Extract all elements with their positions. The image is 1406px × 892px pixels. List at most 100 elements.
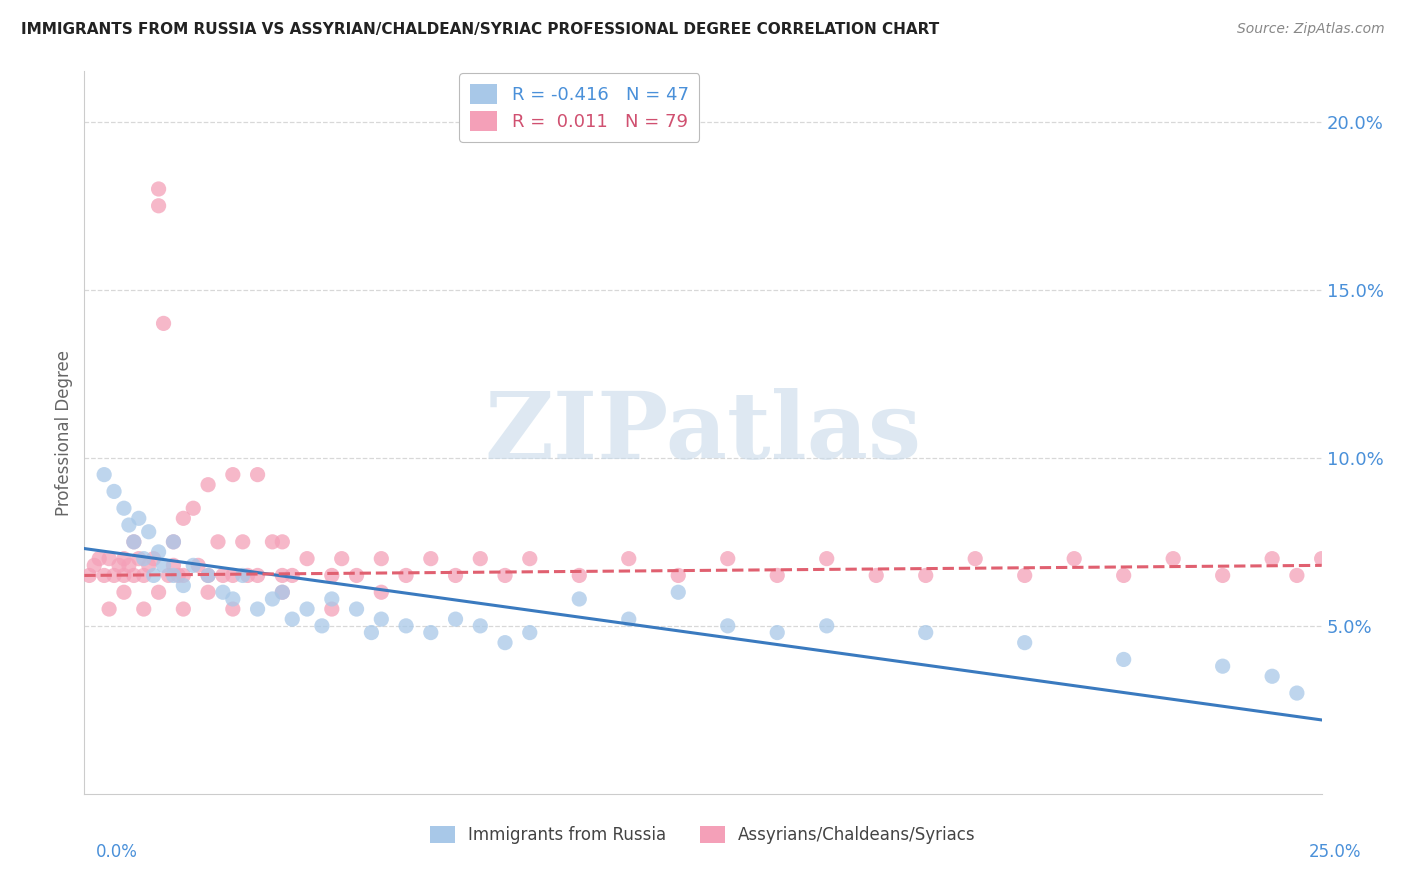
Point bbox=[172, 578, 194, 592]
Point bbox=[112, 501, 135, 516]
Point bbox=[197, 568, 219, 582]
Point bbox=[262, 591, 284, 606]
Point bbox=[494, 635, 516, 649]
Point bbox=[122, 534, 145, 549]
Point bbox=[142, 551, 165, 566]
Point bbox=[1112, 652, 1135, 666]
Point bbox=[395, 568, 418, 582]
Point bbox=[666, 585, 689, 599]
Point bbox=[321, 591, 343, 606]
Point bbox=[1285, 686, 1308, 700]
Point bbox=[118, 558, 141, 573]
Point bbox=[717, 551, 740, 566]
Point bbox=[83, 558, 105, 573]
Point bbox=[128, 511, 150, 525]
Point bbox=[815, 619, 838, 633]
Point bbox=[142, 568, 165, 582]
Point bbox=[346, 602, 368, 616]
Point bbox=[271, 585, 294, 599]
Point bbox=[262, 534, 284, 549]
Point bbox=[112, 568, 135, 582]
Point bbox=[222, 602, 245, 616]
Point bbox=[330, 551, 353, 566]
Point bbox=[370, 612, 392, 626]
Point bbox=[444, 612, 467, 626]
Point bbox=[222, 591, 245, 606]
Point bbox=[232, 568, 254, 582]
Point bbox=[152, 317, 174, 331]
Point bbox=[148, 545, 170, 559]
Point bbox=[197, 585, 219, 599]
Point bbox=[815, 551, 838, 566]
Point bbox=[1014, 568, 1036, 582]
Point bbox=[914, 625, 936, 640]
Point bbox=[1261, 551, 1284, 566]
Point bbox=[128, 551, 150, 566]
Text: IMMIGRANTS FROM RUSSIA VS ASSYRIAN/CHALDEAN/SYRIAC PROFESSIONAL DEGREE CORRELATI: IMMIGRANTS FROM RUSSIA VS ASSYRIAN/CHALD… bbox=[21, 22, 939, 37]
Point bbox=[132, 568, 155, 582]
Point bbox=[246, 568, 269, 582]
Point bbox=[617, 612, 640, 626]
Point bbox=[162, 568, 184, 582]
Point bbox=[132, 602, 155, 616]
Point bbox=[617, 551, 640, 566]
Point bbox=[181, 501, 204, 516]
Point bbox=[914, 568, 936, 582]
Point bbox=[1285, 568, 1308, 582]
Point bbox=[138, 558, 160, 573]
Point bbox=[1212, 568, 1234, 582]
Point bbox=[271, 534, 294, 549]
Text: 0.0%: 0.0% bbox=[96, 843, 138, 861]
Legend: Immigrants from Russia, Assyrians/Chaldeans/Syriacs: Immigrants from Russia, Assyrians/Chalde… bbox=[423, 819, 983, 851]
Point bbox=[1261, 669, 1284, 683]
Point bbox=[321, 602, 343, 616]
Point bbox=[370, 551, 392, 566]
Point bbox=[167, 568, 190, 582]
Point bbox=[370, 585, 392, 599]
Point bbox=[232, 534, 254, 549]
Point bbox=[103, 484, 125, 499]
Point bbox=[118, 518, 141, 533]
Point bbox=[187, 558, 209, 573]
Point bbox=[346, 568, 368, 582]
Point bbox=[246, 467, 269, 482]
Point bbox=[1112, 568, 1135, 582]
Point bbox=[98, 602, 121, 616]
Text: 25.0%: 25.0% bbox=[1309, 843, 1361, 861]
Point bbox=[494, 568, 516, 582]
Point bbox=[766, 625, 789, 640]
Point bbox=[132, 551, 155, 566]
Point bbox=[271, 568, 294, 582]
Point bbox=[222, 467, 245, 482]
Point bbox=[162, 534, 184, 549]
Point bbox=[271, 585, 294, 599]
Point bbox=[1212, 659, 1234, 673]
Point bbox=[148, 585, 170, 599]
Point bbox=[311, 619, 333, 633]
Point bbox=[138, 524, 160, 539]
Text: Source: ZipAtlas.com: Source: ZipAtlas.com bbox=[1237, 22, 1385, 37]
Point bbox=[281, 612, 304, 626]
Point bbox=[865, 568, 887, 582]
Point bbox=[162, 534, 184, 549]
Point bbox=[470, 551, 492, 566]
Point bbox=[766, 568, 789, 582]
Point bbox=[148, 182, 170, 196]
Point bbox=[1310, 551, 1333, 566]
Point bbox=[295, 602, 318, 616]
Point bbox=[162, 558, 184, 573]
Point bbox=[98, 551, 121, 566]
Point bbox=[419, 625, 441, 640]
Point bbox=[212, 585, 235, 599]
Point bbox=[212, 568, 235, 582]
Point bbox=[207, 534, 229, 549]
Point bbox=[181, 558, 204, 573]
Point bbox=[112, 551, 135, 566]
Point bbox=[148, 199, 170, 213]
Point bbox=[666, 568, 689, 582]
Point bbox=[197, 568, 219, 582]
Point bbox=[1161, 551, 1184, 566]
Point bbox=[79, 568, 101, 582]
Point bbox=[568, 568, 591, 582]
Point bbox=[519, 551, 541, 566]
